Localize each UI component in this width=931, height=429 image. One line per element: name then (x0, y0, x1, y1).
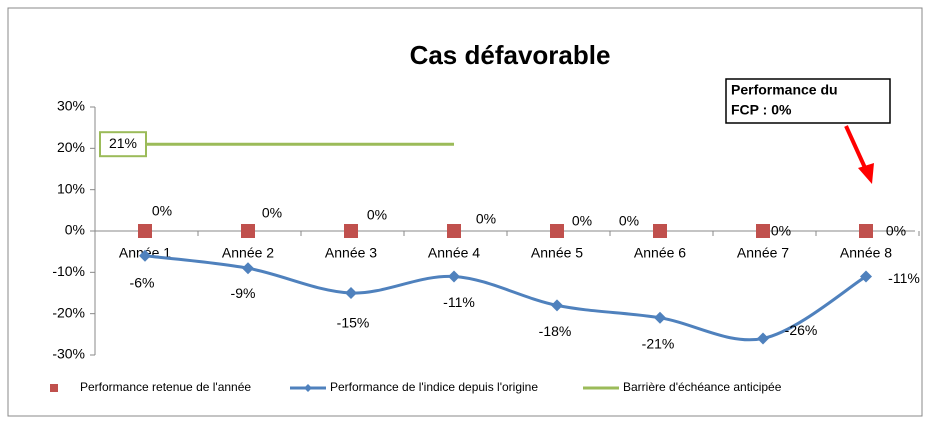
data-label: 21% (109, 135, 137, 151)
x-tick-label: Année 2 (222, 245, 274, 261)
data-label: 0% (572, 213, 592, 229)
x-tick-label: Année 6 (634, 245, 686, 261)
data-label: -15% (337, 315, 370, 331)
annotation: FCP : 0% (731, 102, 792, 118)
marker-square (447, 224, 461, 238)
marker-diamond (139, 249, 151, 262)
y-tick-label: -20% (52, 304, 85, 320)
marker-diamond (242, 262, 254, 275)
marker-square (344, 224, 358, 238)
x-tick-label: Année 4 (428, 245, 480, 261)
data-label: 0% (476, 211, 496, 227)
x-tick-label: Année 5 (531, 245, 583, 261)
data-label: -11% (888, 270, 920, 286)
data-label: -26% (785, 322, 818, 338)
x-tick-label: Année 8 (840, 245, 892, 261)
annotation: Performance du (731, 82, 838, 98)
marker-diamond (654, 311, 666, 324)
y-tick-label: -10% (52, 263, 85, 279)
data-label: -11% (443, 294, 475, 310)
annotation-arrowhead (858, 163, 874, 184)
marker-diamond (551, 299, 563, 312)
y-tick-label: 20% (57, 139, 85, 155)
y-tick-label: 0% (65, 222, 85, 238)
legend-label: Performance de l'indice depuis l'origine (330, 380, 538, 394)
chart-title: Cas défavorable (410, 40, 611, 70)
annotation-arrow (844, 125, 868, 171)
legend-swatch (304, 384, 312, 392)
data-label-box (99, 131, 147, 158)
data-label: 0% (367, 207, 387, 223)
annotation-box (725, 78, 891, 124)
data-label: -9% (231, 285, 256, 301)
x-tick-label: Année 7 (737, 245, 789, 261)
chart-frame (7, 7, 923, 417)
data-label: 0% (886, 223, 906, 239)
data-label: -18% (539, 323, 572, 339)
marker-square (653, 224, 667, 238)
data-label: -21% (642, 336, 675, 352)
data-label: 0% (771, 223, 791, 239)
data-label: 0% (619, 213, 639, 229)
data-label: 0% (152, 203, 172, 219)
marker-diamond (860, 270, 872, 283)
y-tick-label: 10% (57, 180, 85, 196)
marker-diamond (345, 287, 357, 299)
marker-square (241, 224, 255, 238)
legend-label: Barrière d'échéance anticipée (623, 380, 782, 394)
legend-label: Performance retenue de l'année (80, 380, 251, 394)
marker-square (138, 224, 152, 238)
marker-square (859, 224, 873, 238)
y-tick-label: 30% (57, 98, 85, 114)
marker-diamond (757, 332, 769, 345)
legend-swatch (50, 384, 58, 392)
y-tick-label: -30% (52, 346, 85, 362)
marker-square (550, 224, 564, 238)
x-tick-label: Année 3 (325, 245, 377, 261)
data-label: 0% (262, 205, 282, 221)
marker-diamond (448, 270, 460, 283)
data-label: -6% (130, 275, 155, 291)
marker-square (756, 224, 770, 238)
